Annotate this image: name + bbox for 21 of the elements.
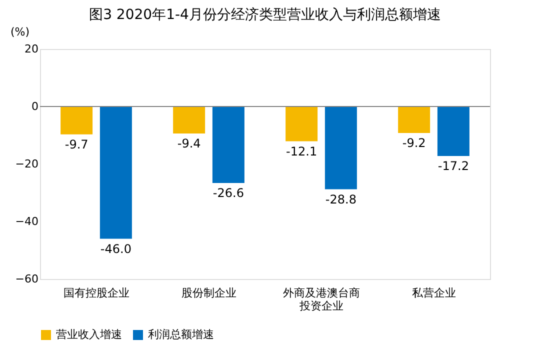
y-tick-label: 0 bbox=[32, 100, 38, 113]
x-tick-label: 股份制企业 bbox=[181, 286, 236, 300]
data-label: -46.0 bbox=[100, 242, 132, 256]
y-axis-title: (%) bbox=[10, 26, 30, 38]
x-tick-label: 国有控股企业 bbox=[63, 286, 130, 300]
data-label: -12.1 bbox=[286, 144, 318, 158]
x-tick-label: 外商及港澳台商投资企业 bbox=[282, 286, 360, 312]
data-label: -26.6 bbox=[212, 186, 244, 200]
y-tick-label: 20 bbox=[24, 42, 38, 56]
data-label: -28.8 bbox=[325, 192, 356, 206]
data-label: -17.2 bbox=[438, 158, 469, 173]
data-label: -9.2 bbox=[402, 136, 426, 150]
y-tick-label: −60 bbox=[15, 272, 38, 286]
data-label: -9.4 bbox=[177, 136, 201, 151]
y-tick-label: −20 bbox=[15, 158, 38, 170]
data-label: -9.7 bbox=[64, 137, 88, 152]
x-tick-label: 私营企业 bbox=[412, 286, 456, 300]
legend-label: 利润总额增速 bbox=[148, 328, 214, 341]
legend-label: 营业收入增速 bbox=[56, 328, 122, 341]
chart-title: 图3 2020年1-4月份分经济类型营业收入与利润总额增速 bbox=[89, 7, 441, 23]
y-tick-label: −40 bbox=[15, 215, 38, 228]
